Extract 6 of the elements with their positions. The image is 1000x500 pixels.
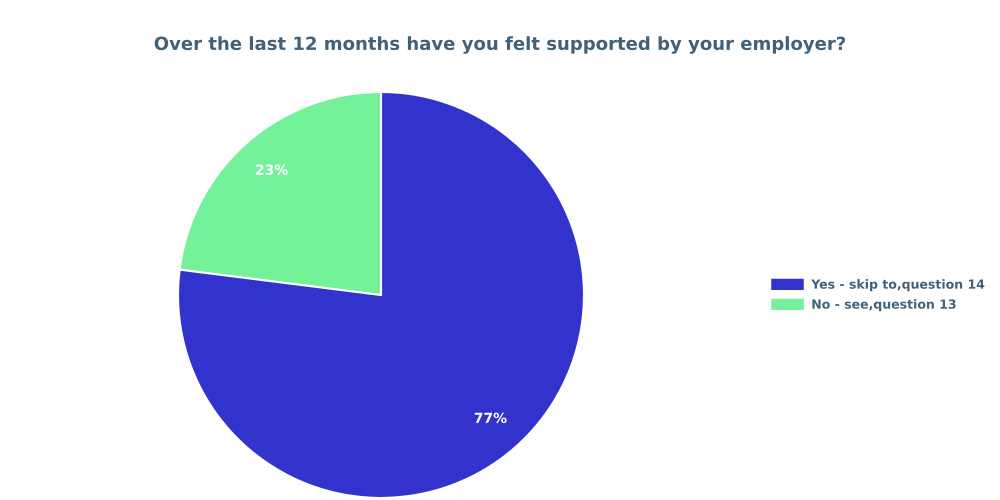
pie-slice <box>176 90 586 500</box>
data-label: 77% <box>474 412 507 424</box>
chart-title: Over the last 12 months have you felt supported by your employer? <box>154 36 846 54</box>
data-label: 23% <box>256 164 288 175</box>
legend-label: Yes - skip to,question 14 <box>811 279 984 292</box>
legend-label: No - see,question 13 <box>812 299 956 312</box>
